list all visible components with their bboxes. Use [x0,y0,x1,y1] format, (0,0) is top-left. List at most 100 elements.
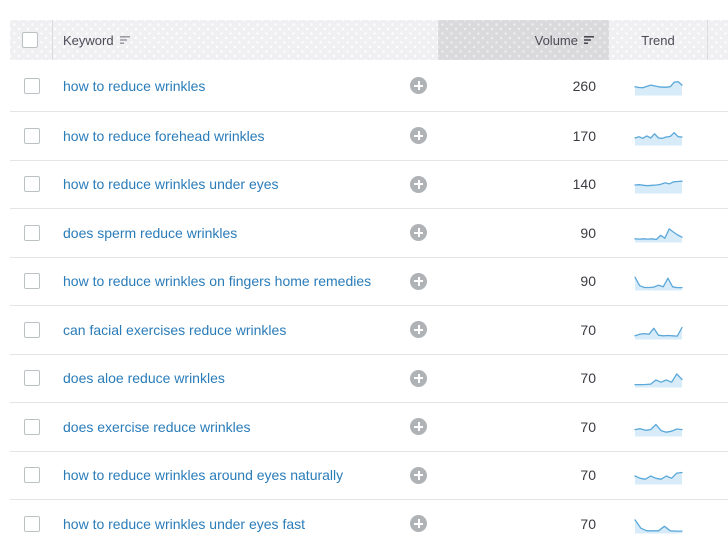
keyword-cell: how to reduce wrinkles [53,77,438,94]
volume-value: 90 [580,224,596,241]
table-row: does exercise reduce wrinkles 70 [10,403,728,452]
row-checkbox[interactable] [24,77,40,94]
table-row: does aloe reduce wrinkles 70 [10,354,728,403]
volume-value: 170 [572,127,596,144]
add-keyword-button[interactable] [410,418,427,436]
keyword-link[interactable]: how to reduce wrinkles around eyes natur… [63,467,344,484]
volume-column-header[interactable]: Volume [438,20,609,60]
next-column-header-partial [707,20,728,60]
keyword-column-header[interactable]: Keyword [53,20,438,60]
trend-sparkline [633,373,683,388]
keyword-cell: how to reduce wrinkles on fingers home r… [53,272,438,290]
add-keyword-button[interactable] [410,175,427,193]
trend-column-header[interactable]: Trend [609,20,707,60]
trend-sparkline [633,519,683,534]
trend-cell [609,368,707,388]
trend-sparkline [633,326,683,340]
trend-sparkline [633,131,683,146]
row-checkbox-cell [10,515,53,532]
trend-sparkline [633,228,683,243]
row-checkbox[interactable] [24,515,40,532]
row-checkbox-cell [10,273,53,290]
trend-cell [609,271,707,291]
table-body: how to reduce wrinkles 260 how to reduce f… [10,60,728,543]
volume-value: 70 [580,418,596,435]
keyword-link[interactable]: does aloe reduce wrinkles [63,370,225,387]
add-keyword-button[interactable] [410,127,427,145]
trend-cell [609,320,707,340]
keyword-cell: does aloe reduce wrinkles [53,369,438,387]
keyword-link[interactable]: how to reduce forehead wrinkles [63,127,265,144]
volume-value: 70 [580,321,596,338]
row-checkbox-cell [10,127,53,144]
volume-value: 70 [580,370,596,387]
add-keyword-button[interactable] [410,466,427,484]
select-all-checkbox[interactable] [22,32,38,48]
keyword-link[interactable]: how to reduce wrinkles on fingers home r… [63,273,372,290]
add-keyword-button[interactable] [410,272,427,290]
trend-cell [609,174,707,194]
table-row: how to reduce wrinkles around eyes natur… [10,451,728,500]
volume-value: 90 [580,273,596,290]
row-checkbox[interactable] [24,321,40,338]
sort-icon [119,36,130,44]
row-checkbox[interactable] [24,418,40,435]
add-keyword-button[interactable] [410,77,427,94]
volume-value: 70 [580,515,596,532]
trend-column-label: Trend [641,32,675,48]
keyword-cell: does exercise reduce wrinkles [53,418,438,436]
row-checkbox-cell [10,370,53,387]
add-keyword-button[interactable] [410,321,427,339]
keyword-link[interactable]: how to reduce wrinkles under eyes fast [63,515,306,532]
keyword-cell: how to reduce wrinkles under eyes fast [53,515,438,533]
row-checkbox-cell [10,467,53,484]
trend-cell [609,223,707,243]
trend-cell [609,417,707,437]
keyword-link[interactable]: how to reduce wrinkles under eyes [63,176,279,193]
volume-value: 70 [580,467,596,484]
keyword-cell: can facial exercises reduce wrinkles [53,321,438,339]
row-checkbox[interactable] [24,127,40,144]
trend-sparkline [633,472,683,485]
trend-sparkline [633,423,683,437]
keyword-link[interactable]: does sperm reduce wrinkles [63,224,238,241]
row-checkbox[interactable] [24,370,40,387]
row-checkbox-cell [10,176,53,193]
volume-value: 140 [572,176,596,193]
keyword-cell: how to reduce wrinkles around eyes natur… [53,466,438,484]
row-checkbox[interactable] [24,467,40,484]
row-checkbox[interactable] [24,273,40,290]
add-keyword-button[interactable] [410,369,427,387]
table-row: how to reduce forehead wrinkles 170 [10,112,728,161]
keyword-link[interactable]: does exercise reduce wrinkles [63,418,251,435]
table-row: does sperm reduce wrinkles 90 [10,209,728,258]
trend-cell [609,76,707,96]
row-checkbox-cell [10,418,53,435]
table-row: can facial exercises reduce wrinkles 70 [10,306,728,355]
keyword-cell: how to reduce forehead wrinkles [53,127,438,145]
add-keyword-button[interactable] [410,224,427,242]
header-checkbox-cell [10,20,53,60]
row-checkbox[interactable] [24,224,40,241]
trend-cell [609,514,707,534]
row-checkbox-cell [10,77,53,94]
row-checkbox[interactable] [24,176,40,193]
trend-cell [609,126,707,146]
keyword-cell: does sperm reduce wrinkles [53,224,438,242]
keyword-link[interactable]: how to reduce wrinkles [63,77,206,94]
trend-cell [609,465,707,485]
keyword-link[interactable]: can facial exercises reduce wrinkles [63,321,287,338]
keyword-column-label: Keyword [63,32,114,48]
volume-column-label: Volume [534,32,578,48]
trend-sparkline [633,180,683,194]
row-checkbox-cell [10,224,53,241]
add-keyword-button[interactable] [410,515,427,533]
trend-sparkline [633,80,683,95]
row-checkbox-cell [10,321,53,338]
table-row: how to reduce wrinkles 260 [10,60,728,112]
table-header: Keyword Volume Trend [10,20,728,60]
table-row: how to reduce wrinkles on fingers home r… [10,257,728,306]
table-row: how to reduce wrinkles under eyes 140 [10,160,728,209]
keyword-cell: how to reduce wrinkles under eyes [53,175,438,193]
